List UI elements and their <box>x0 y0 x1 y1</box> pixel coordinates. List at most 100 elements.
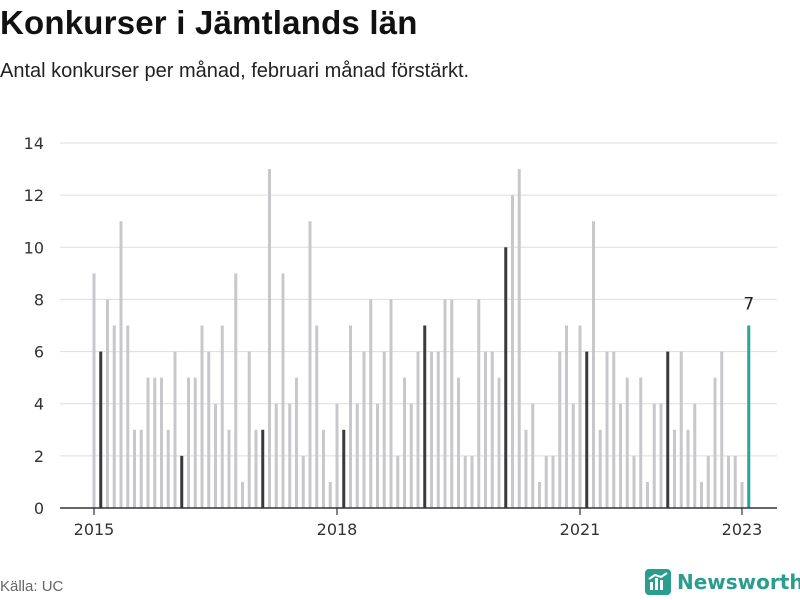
y-tick-label: 12 <box>24 186 44 205</box>
brand-logo[interactable]: Newsworthy <box>645 569 800 595</box>
bar <box>328 481 332 508</box>
bar <box>659 403 663 508</box>
bar <box>322 429 325 508</box>
bar <box>531 403 535 508</box>
bar <box>274 403 278 508</box>
bar <box>625 377 629 508</box>
bar <box>740 481 744 508</box>
y-tick-label: 14 <box>24 134 44 153</box>
bar <box>544 455 548 508</box>
bar <box>403 377 406 508</box>
bar <box>578 325 582 508</box>
y-tick-label: 2 <box>34 447 44 466</box>
bar <box>409 403 413 508</box>
bar <box>153 377 157 508</box>
bar <box>733 455 737 508</box>
bar <box>436 351 440 508</box>
bar <box>477 299 481 508</box>
bar <box>133 429 136 508</box>
bar <box>227 429 231 508</box>
source-note: Källa: UC <box>0 578 64 595</box>
y-axis-labels: 0 2 4 6 8 10 12 14 <box>24 134 44 518</box>
bar <box>517 169 521 509</box>
newsworthy-logo-icon <box>645 569 671 595</box>
bar <box>679 351 683 508</box>
brand-name: Newsworthy <box>677 570 800 594</box>
bar <box>376 403 379 508</box>
bar <box>288 403 292 508</box>
bar <box>119 221 123 508</box>
bar <box>430 351 433 508</box>
y-tick-label: 6 <box>34 343 44 362</box>
bar <box>301 455 305 508</box>
bar <box>565 325 568 508</box>
bar <box>315 325 319 508</box>
bar <box>355 403 359 508</box>
bar <box>592 221 595 508</box>
bar <box>463 455 467 508</box>
bar <box>349 325 352 508</box>
bar <box>106 299 109 508</box>
bar <box>457 377 460 508</box>
bar <box>92 273 96 508</box>
bar <box>497 377 501 508</box>
bar <box>214 403 217 508</box>
bar <box>241 481 244 508</box>
bar <box>747 325 751 508</box>
y-tick-label: 4 <box>34 395 44 414</box>
bar <box>193 377 197 508</box>
bar <box>126 325 130 508</box>
bar <box>652 403 656 508</box>
bar <box>571 403 575 508</box>
bar <box>619 403 622 508</box>
bar <box>281 273 285 508</box>
bar <box>700 481 703 508</box>
bar <box>99 351 103 508</box>
x-axis: 2015 2018 2021 2023 <box>60 507 777 539</box>
bar <box>369 299 373 508</box>
bar <box>389 299 393 508</box>
bar <box>605 351 609 508</box>
bar <box>335 403 339 508</box>
annotations: 7 <box>743 295 754 315</box>
bar <box>112 325 116 508</box>
x-tick-label: 2015 <box>74 520 115 539</box>
bar <box>160 377 163 508</box>
bar <box>139 429 143 508</box>
bar <box>180 455 184 508</box>
bar <box>234 273 238 508</box>
bar <box>207 351 211 508</box>
y-tick-label: 10 <box>24 238 44 257</box>
bar <box>511 195 514 508</box>
bar <box>693 403 697 508</box>
bar <box>342 429 346 508</box>
bar <box>673 429 676 508</box>
bar <box>666 351 670 508</box>
bar <box>598 429 602 508</box>
bar <box>308 221 312 508</box>
bar <box>706 455 710 508</box>
bar <box>423 325 427 508</box>
bar <box>416 351 420 508</box>
x-tick-label: 2023 <box>722 520 763 539</box>
bar <box>470 455 474 508</box>
bar <box>200 325 204 508</box>
bar <box>146 377 150 508</box>
bar <box>295 377 298 508</box>
x-tick-label: 2018 <box>317 520 358 539</box>
bar <box>166 429 170 508</box>
bar <box>484 351 487 508</box>
bar <box>187 377 190 508</box>
bar <box>396 455 400 508</box>
bar <box>727 455 730 508</box>
bar <box>173 351 177 508</box>
bar <box>220 325 224 508</box>
bar <box>261 429 265 508</box>
y-tick-label: 8 <box>34 290 44 309</box>
bar <box>504 247 508 509</box>
bar <box>720 351 724 508</box>
bar <box>268 169 271 509</box>
bar <box>524 429 528 508</box>
latest-value-label: 7 <box>743 295 754 315</box>
bar <box>382 351 386 508</box>
